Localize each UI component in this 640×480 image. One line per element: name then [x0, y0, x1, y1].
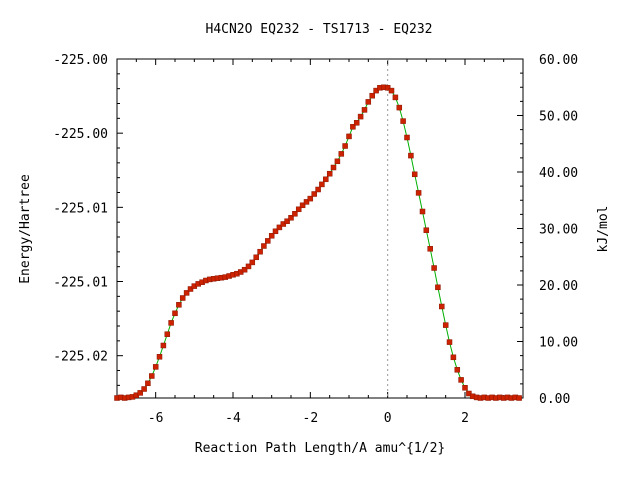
data-point: [330, 164, 337, 171]
y-axis-label-left: Energy/Hartree: [18, 174, 33, 284]
data-point: [411, 171, 418, 178]
x-tick-label: -6: [148, 411, 164, 426]
data-point: [326, 170, 333, 177]
data-point: [427, 246, 433, 252]
data-point: [346, 133, 352, 140]
data-point: [183, 290, 190, 296]
data-point: [353, 120, 360, 126]
data-point: [156, 354, 163, 360]
data-point: [137, 390, 143, 396]
data-point: [141, 386, 147, 392]
data-point: [145, 380, 151, 387]
data-point: [392, 94, 399, 101]
data-point: [415, 190, 422, 196]
data-point: [149, 373, 155, 379]
y-right-tick-label: 0.00: [539, 392, 570, 407]
data-point: [280, 221, 287, 227]
data-point: [253, 254, 259, 261]
data-point: [350, 124, 356, 130]
data-point: [276, 224, 283, 231]
data-point: [303, 199, 310, 205]
data-point: [179, 295, 186, 301]
data-point: [431, 265, 437, 271]
data-point: [284, 218, 290, 224]
data-point: [272, 228, 279, 235]
y-axis-label-right: kJ/mol: [596, 206, 611, 253]
data-point: [257, 248, 263, 255]
data-point: [160, 342, 167, 349]
data-point: [299, 202, 306, 209]
data-point: [164, 331, 171, 337]
data-point: [435, 284, 441, 291]
data-point: [373, 87, 379, 94]
data-point: [396, 104, 403, 111]
x-tick-label: -2: [303, 411, 319, 426]
y-left-tick-label: -225.01: [53, 201, 108, 216]
data-point: [423, 227, 430, 233]
x-axis-label: Reaction Path Length/A amu^{1/2}: [195, 441, 445, 456]
y-right-tick-label: 10.00: [539, 336, 578, 351]
y-left-tick-label: -225.00: [53, 127, 108, 142]
data-point: [152, 364, 159, 370]
data-point: [311, 191, 317, 197]
x-tick-label: 2: [461, 411, 469, 426]
chart-title: H4CN2O EQ232 - TS1713 - EQ232: [206, 22, 433, 37]
data-point: [466, 390, 472, 397]
y-right-tick-label: 60.00: [539, 53, 578, 68]
data-point: [168, 320, 174, 326]
data-point: [307, 195, 314, 202]
axis-ticks: [117, 58, 523, 399]
plot-area: [114, 84, 522, 401]
data-point: [439, 303, 445, 310]
data-point: [342, 143, 348, 149]
data-point: [454, 367, 461, 373]
data-point: [338, 151, 345, 157]
data-point: [516, 395, 522, 401]
plot-frame: [116, 58, 524, 399]
data-point: [419, 208, 426, 215]
data-point: [334, 158, 341, 165]
data-point: [462, 385, 468, 391]
y-right-tick-label: 20.00: [539, 279, 578, 294]
data-point: [446, 339, 453, 345]
data-point: [323, 176, 329, 183]
data-point: [408, 152, 414, 159]
data-point: [450, 354, 457, 361]
data-point: [187, 286, 194, 292]
data-point: [261, 243, 267, 249]
data-point: [176, 302, 182, 308]
data-point: [357, 113, 364, 120]
data-point: [369, 92, 375, 99]
data-point: [241, 266, 248, 273]
y-right-tick-label: 50.00: [539, 110, 578, 125]
data-point: [388, 87, 395, 94]
data-point: [365, 99, 372, 105]
data-point: [400, 118, 406, 124]
y-right-tick-label: 40.00: [539, 166, 578, 181]
data-point: [319, 181, 325, 188]
data-point: [295, 206, 302, 213]
data-point: [361, 107, 368, 113]
data-point: [404, 134, 410, 141]
data-point: [442, 322, 449, 328]
data-point: [384, 85, 391, 91]
y-left-tick-label: -225.02: [53, 350, 108, 365]
tick-labels: -6 -4 -2 0 20.0010.0020.0030.0040.0050.0060.…: [53, 53, 578, 426]
y-left-tick-label: -225.01: [53, 276, 108, 291]
y-right-tick-label: 30.00: [539, 223, 578, 238]
data-point: [245, 263, 252, 270]
data-point: [268, 233, 275, 239]
data-point: [458, 377, 464, 383]
data-point: [292, 211, 298, 217]
data-point: [265, 238, 271, 244]
energy-curve: [116, 86, 520, 399]
x-tick-label: 0: [384, 411, 392, 426]
y-left-tick-label: -225.00: [53, 53, 108, 68]
data-point: [172, 310, 178, 317]
data-point: [249, 259, 256, 266]
data-point: [315, 186, 321, 193]
data-point: [288, 215, 294, 221]
x-tick-label: -4: [225, 411, 241, 426]
